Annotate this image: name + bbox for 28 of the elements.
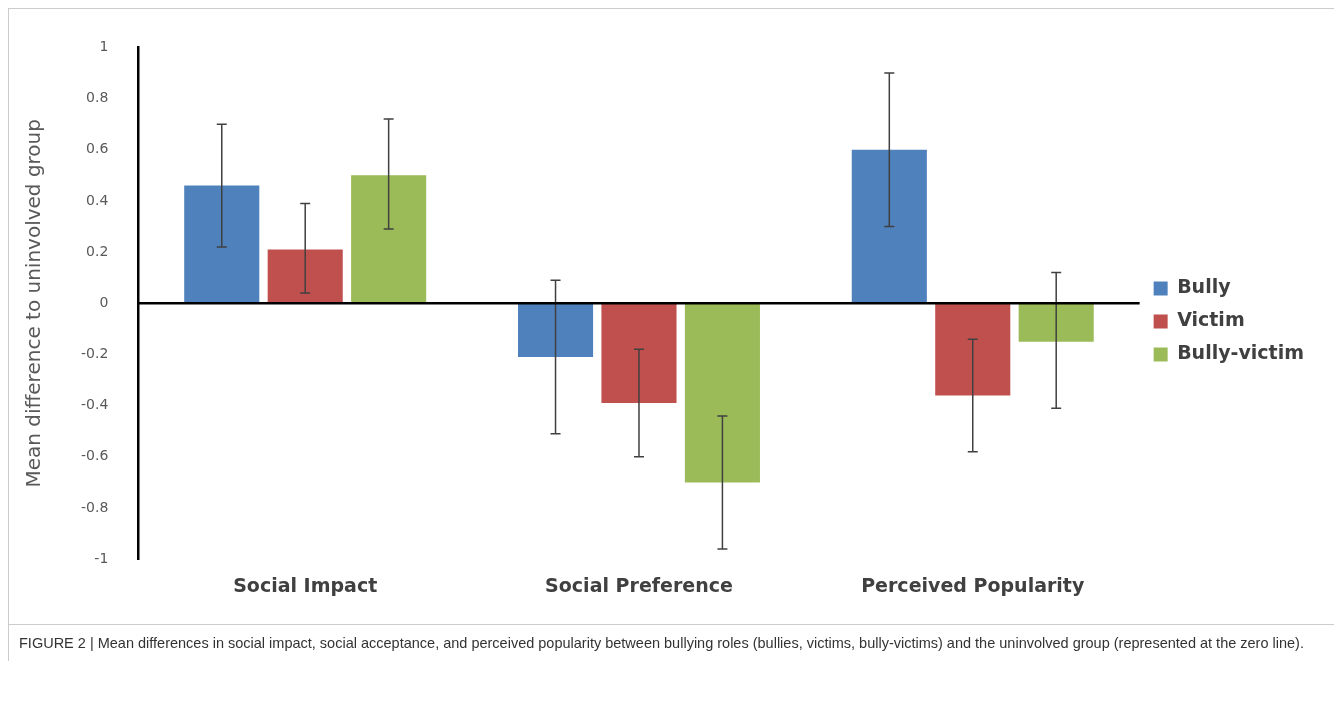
y-tick-label: 0.6 [86, 140, 109, 157]
bar [351, 175, 427, 304]
legend-label: Bully-victim [1177, 341, 1304, 364]
bar [267, 249, 343, 304]
bar [601, 303, 677, 404]
y-tick-label: -0.4 [80, 396, 109, 413]
y-tick-label: -0.6 [80, 447, 109, 464]
bar [684, 303, 760, 483]
y-tick-label: -1 [94, 549, 109, 566]
legend-label: Bully [1177, 275, 1232, 298]
x-tick-label: Perceived Popularity [861, 573, 1085, 596]
bar [1018, 303, 1094, 342]
y-axis-title: Mean difference to uninvolved group [21, 119, 46, 488]
x-tick-label: Social Impact [233, 573, 378, 596]
bar [935, 303, 1011, 396]
y-tick-label: 0.2 [86, 242, 109, 259]
y-tick-label: -0.8 [80, 498, 109, 515]
y-tick-label: 0.4 [86, 191, 109, 208]
y-tick-label: 0.8 [86, 89, 109, 106]
bar [184, 185, 260, 304]
caption: FIGURE 2 | Mean differences in social impact, social acceptance, and perceived popularity between bullying roles (bullies, victims, bully-victims) and the uninvolved group (represented at the zero line). [19, 634, 1305, 653]
x-tick-label: Social Preference [545, 573, 733, 596]
y-tick-label: -0.2 [80, 345, 109, 362]
y-tick-label: 0 [99, 293, 109, 310]
bar [517, 303, 594, 358]
bar [851, 149, 927, 304]
legend-label: Victim [1177, 308, 1245, 331]
y-tick-label: 1 [99, 38, 109, 55]
